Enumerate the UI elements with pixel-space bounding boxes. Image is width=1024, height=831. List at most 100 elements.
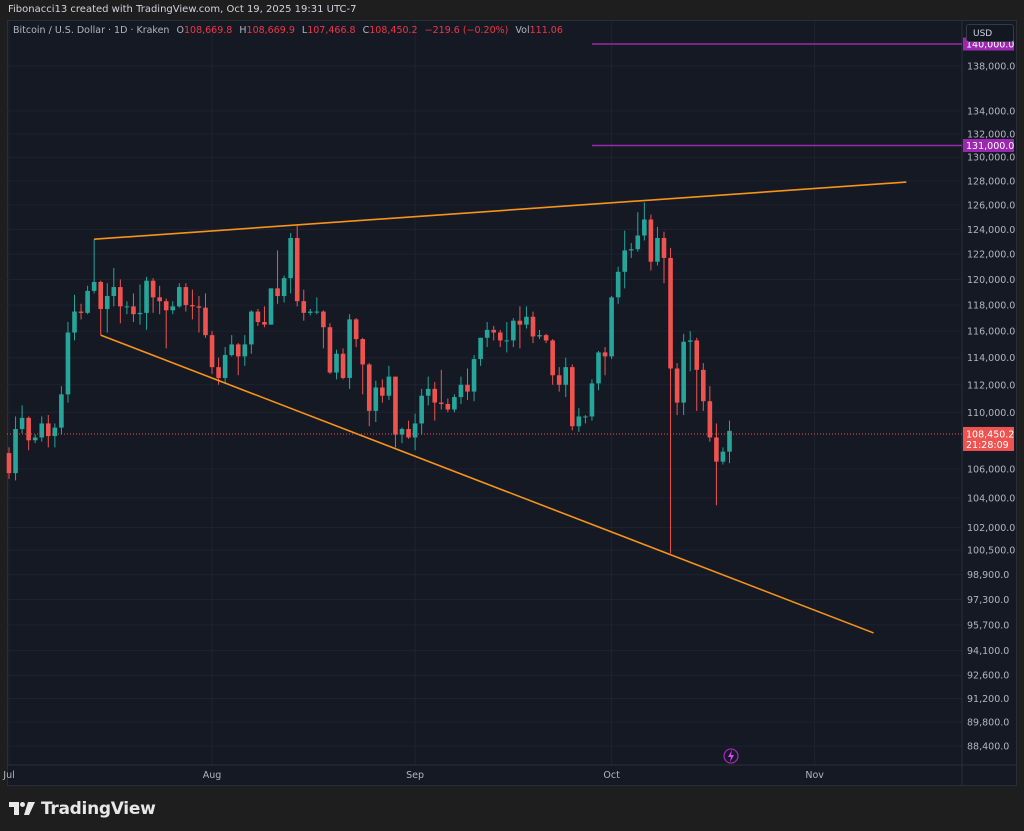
candle-body	[65, 332, 71, 395]
candle-body	[484, 329, 490, 338]
candle	[46, 415, 51, 448]
lightning-icon-ring	[723, 748, 739, 764]
candle	[39, 416, 45, 442]
candle-body	[648, 219, 654, 262]
candle-body	[314, 311, 320, 313]
candle	[196, 296, 202, 333]
candle-body	[642, 219, 647, 236]
candle-body	[622, 250, 627, 272]
candle-body	[118, 287, 123, 307]
candle-body	[235, 344, 241, 357]
lightning-icon[interactable]	[723, 748, 739, 764]
tradingview-logo[interactable]: TradingView	[9, 799, 156, 819]
price-tick-label: 92,600.0	[967, 671, 1009, 682]
candle	[353, 318, 359, 348]
candle	[478, 337, 483, 366]
price-tick-label: 134,000.0	[967, 106, 1015, 117]
candle-body	[445, 403, 451, 410]
level-price-badge	[963, 138, 1014, 152]
candle	[321, 310, 326, 349]
symbol-name[interactable]: Bitcoin / U.S. Dollar · 1D · Kraken	[13, 25, 170, 36]
candle-body	[366, 364, 372, 411]
candle	[596, 351, 601, 391]
candle	[681, 333, 686, 416]
candle-body	[183, 287, 189, 306]
candle	[399, 427, 405, 444]
candle	[32, 434, 38, 444]
currency-button[interactable]: USD	[966, 24, 1014, 42]
candle-body	[406, 429, 411, 438]
candle-body	[478, 337, 483, 360]
candle	[497, 329, 503, 348]
candle-body	[301, 301, 307, 313]
candle	[570, 364, 575, 431]
candle-body	[668, 257, 673, 369]
price-tick-label: 138,000.0	[967, 62, 1015, 73]
candle-body	[694, 340, 700, 370]
candle	[6, 447, 12, 479]
candle	[465, 368, 470, 400]
trendline	[94, 181, 907, 241]
time-tick-label: Nov	[805, 770, 824, 781]
candle-body	[674, 368, 680, 403]
price-tick-label: 118,000.0	[967, 301, 1015, 312]
candle-body	[163, 301, 169, 311]
chart-pane[interactable]	[7, 20, 1017, 786]
candle	[229, 335, 234, 357]
candle	[314, 297, 320, 315]
price-tick-label: 116,000.0	[967, 327, 1015, 338]
candle	[714, 423, 719, 506]
candle-body	[360, 339, 365, 365]
candle	[163, 298, 169, 349]
candle	[144, 276, 149, 330]
candle	[203, 293, 208, 338]
candle	[334, 349, 339, 380]
candle-body	[393, 376, 398, 435]
candle	[65, 321, 71, 403]
candle	[615, 266, 621, 304]
candle	[98, 280, 103, 336]
candle-body	[177, 287, 182, 307]
high-label: H	[239, 25, 247, 36]
candle	[609, 296, 614, 360]
candle	[124, 301, 130, 315]
attribution-bar: Fibonacci13 created with TradingView.com…	[0, 0, 1024, 20]
candle-body	[570, 367, 575, 427]
candle	[91, 239, 97, 294]
candle	[85, 285, 90, 315]
candle	[504, 321, 510, 353]
candle-body	[137, 312, 143, 315]
candle	[458, 376, 464, 404]
candle	[177, 283, 182, 308]
candle	[701, 363, 706, 411]
candle	[373, 380, 379, 423]
change-value: −219.6 (−0.20%)	[424, 25, 509, 36]
candle-body	[281, 278, 287, 297]
candle	[707, 386, 713, 442]
candle-body	[386, 376, 392, 396]
candle	[235, 343, 241, 376]
candle-body	[635, 235, 641, 250]
candle-body	[209, 335, 215, 368]
price-chart[interactable]: 138,000.0 134,000.0 132,000.0 130,000.0 128,…	[0, 0, 1024, 786]
candle-body	[609, 297, 614, 357]
candle	[137, 284, 143, 325]
candle-body	[91, 281, 97, 291]
candle-body	[347, 319, 352, 378]
candle	[648, 214, 654, 271]
price-tick-label: 102,000.0	[967, 523, 1015, 534]
price-tick-label: 106,000.0	[967, 464, 1015, 475]
price-tick-label: 132,000.0	[967, 129, 1015, 140]
close-label: C	[362, 25, 370, 36]
candle	[687, 331, 693, 372]
candle	[275, 250, 280, 304]
time-tick-label: Oct	[603, 770, 620, 781]
time-tick-label: Aug	[203, 770, 222, 781]
candle	[530, 311, 536, 344]
close-value: 108,450.2	[369, 25, 418, 36]
candle	[589, 379, 595, 421]
attribution-text: Fibonacci13 created with TradingView.com…	[8, 4, 357, 15]
candle-body	[59, 394, 64, 428]
price-tick-label: 94,100.0	[967, 646, 1009, 657]
candle-body	[190, 305, 195, 307]
